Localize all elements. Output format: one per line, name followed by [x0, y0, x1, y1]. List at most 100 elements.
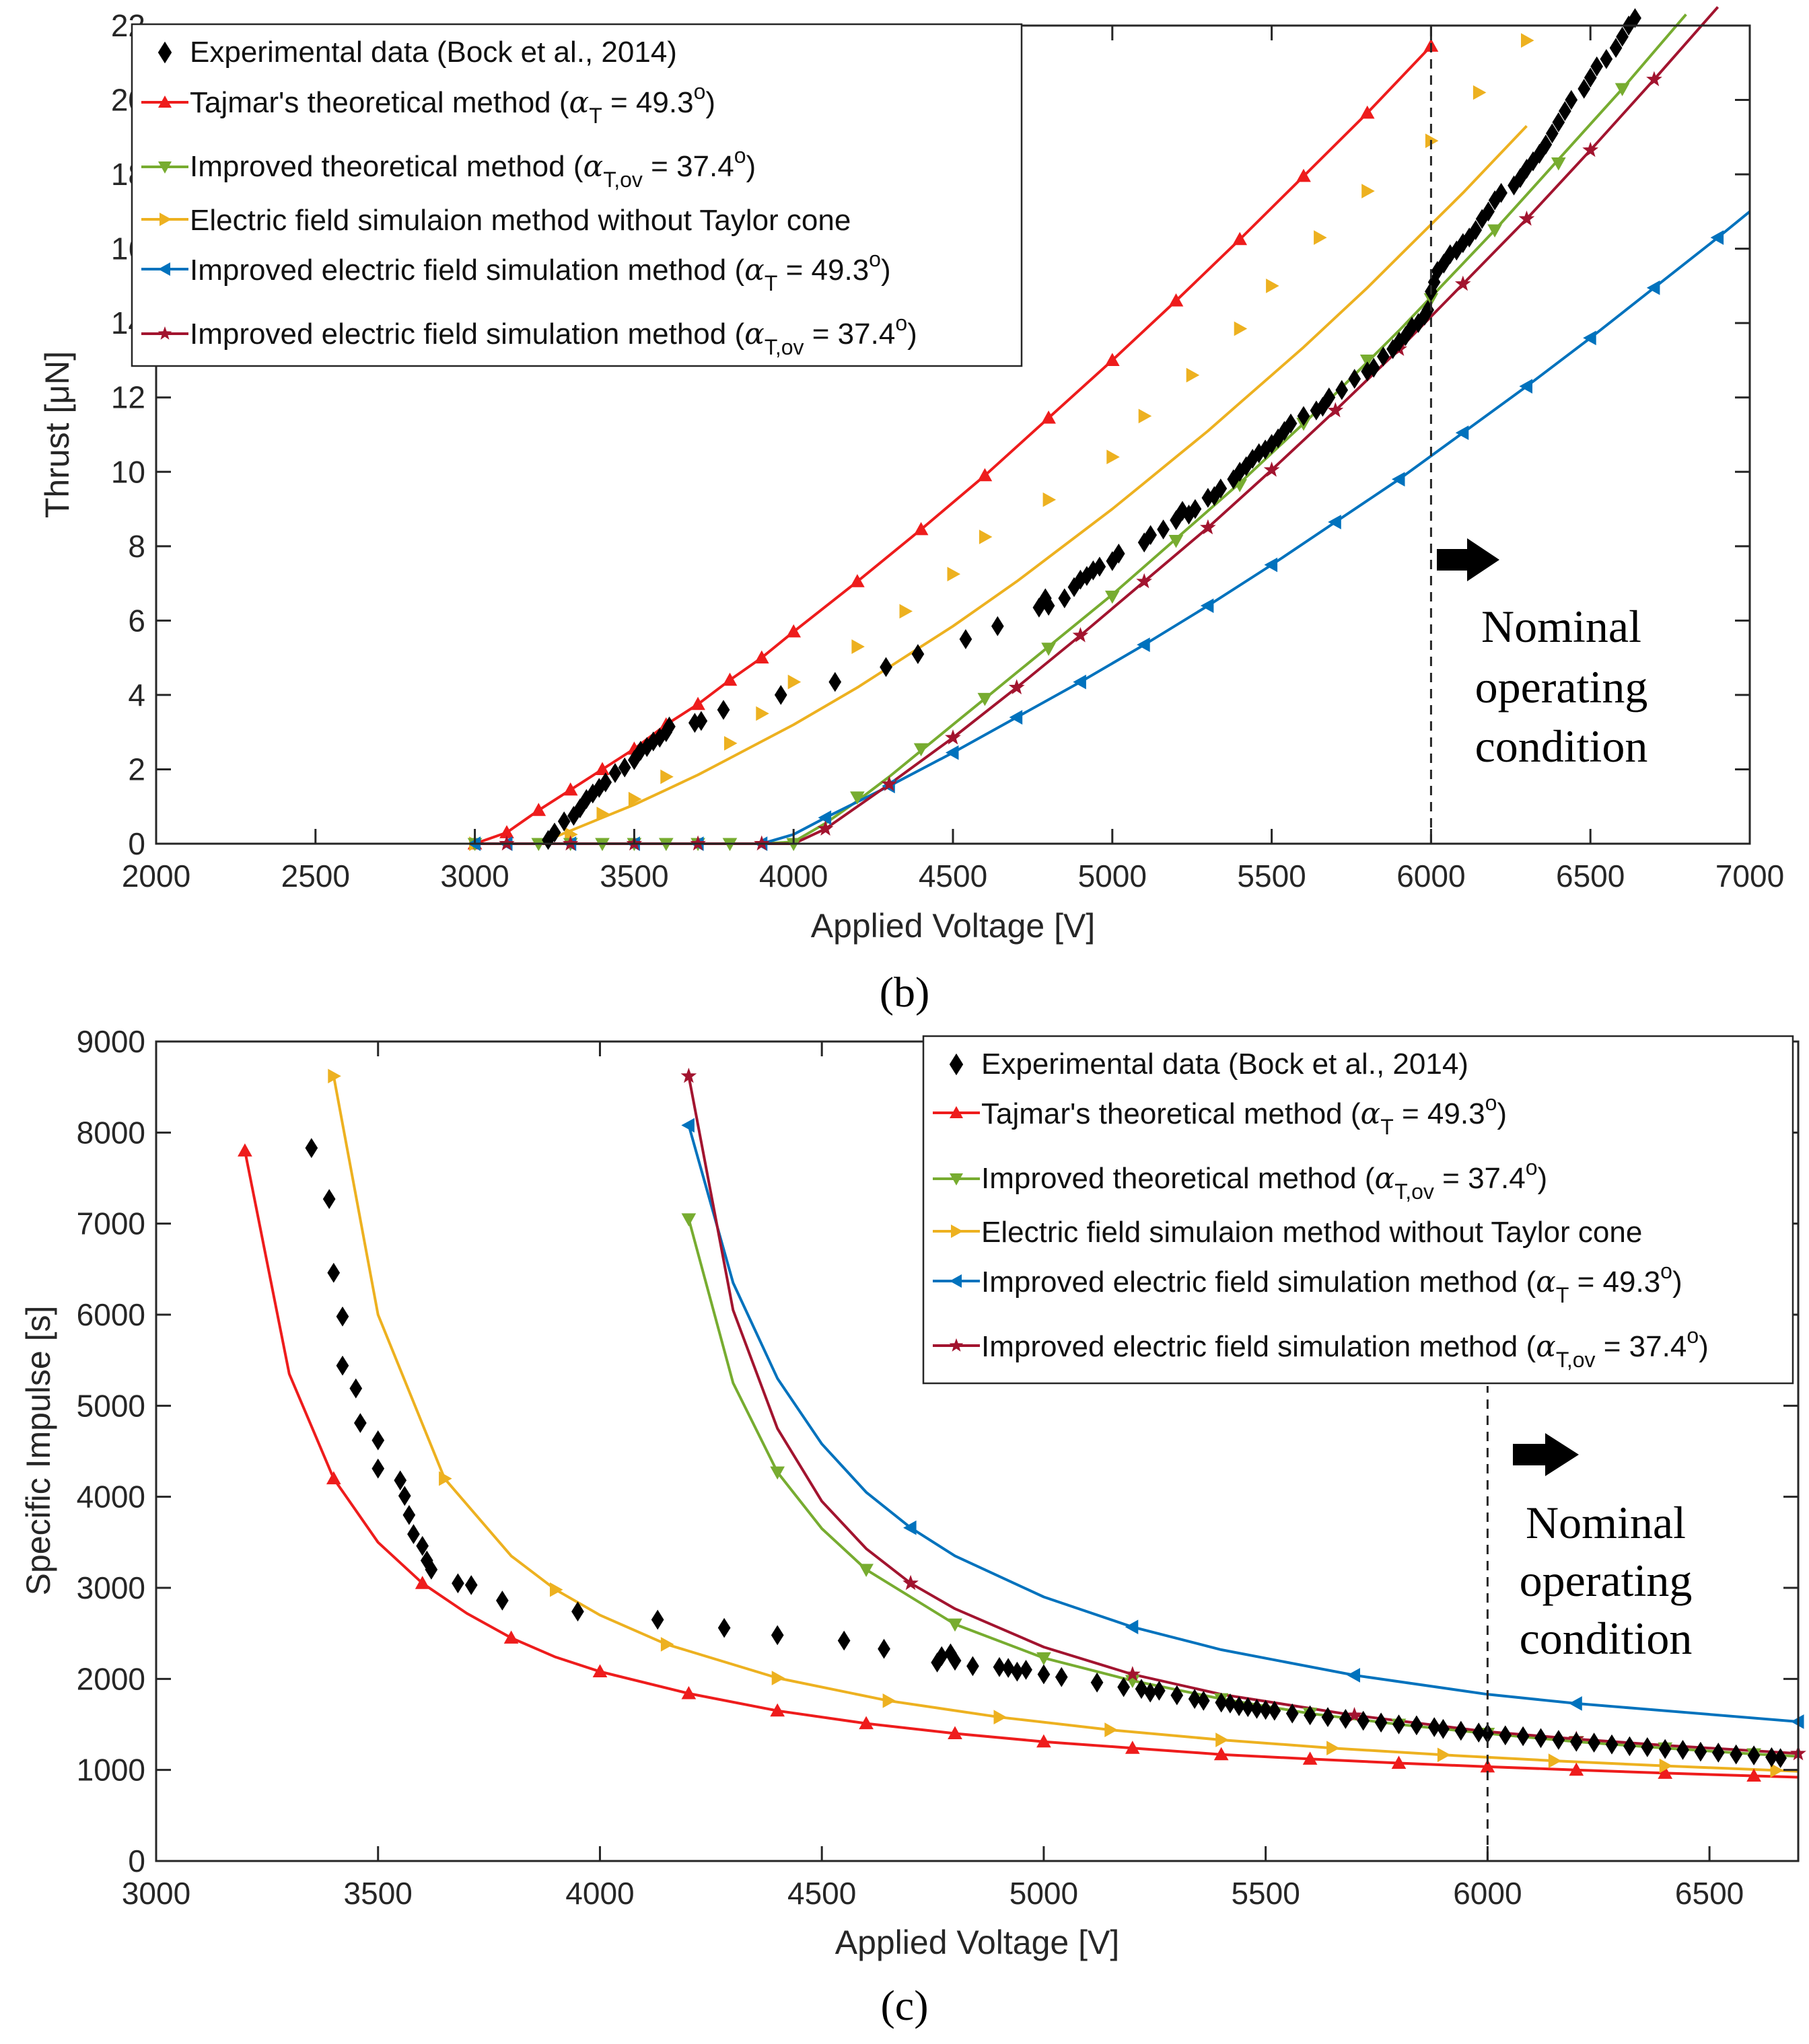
- marker-improved_efield_49: [1710, 230, 1724, 245]
- marker-improved_theoretical: [948, 1618, 962, 1632]
- marker-efield_no_cone: [756, 706, 769, 721]
- legend-marker-efield-no-cone: [159, 213, 172, 226]
- marker-tajmar: [770, 1703, 785, 1717]
- x-tick-label: 5500: [1237, 859, 1306, 893]
- data-point-experimental: [1259, 1700, 1272, 1720]
- data-point-experimental: [1001, 1658, 1015, 1678]
- y-tick-label: 10: [111, 454, 145, 489]
- marker-improved_theoretical: [1104, 590, 1120, 604]
- x-tick-label: 6000: [1453, 1876, 1522, 1911]
- data-point-experimental: [1629, 8, 1641, 28]
- marker-efield_no_cone: [851, 639, 865, 654]
- y-tick-label: 0: [128, 826, 145, 861]
- data-point-experimental: [394, 1470, 407, 1491]
- data-point-experimental: [1020, 1660, 1032, 1680]
- marker-efield_no_cone: [1042, 492, 1057, 507]
- legend-marker-experimental: [157, 41, 172, 64]
- data-point-experimental: [1188, 1689, 1201, 1709]
- data-point-experimental: [1546, 123, 1559, 144]
- data-point-experimental: [911, 644, 925, 664]
- marker-improved_efield_37: [1136, 573, 1153, 589]
- marker-efield_no_cone: [1234, 321, 1248, 336]
- marker-efield_no_cone: [1104, 1722, 1118, 1737]
- marker-efield_no_cone: [1326, 1741, 1340, 1756]
- y-axis-label: Thrust [μN]: [38, 351, 76, 518]
- marker-efield_no_cone: [899, 604, 913, 619]
- x-tick-label: 7000: [1715, 859, 1784, 893]
- data-point-experimental: [416, 1535, 429, 1556]
- legend-entry-experimental: Experimental data (Bock et al., 2014): [157, 36, 677, 69]
- x-tick-label: 3000: [440, 859, 509, 893]
- data-point-experimental: [1278, 421, 1291, 441]
- data-point-experimental: [880, 657, 892, 678]
- data-point-experimental: [948, 1650, 962, 1671]
- marker-tajmar: [1658, 1765, 1673, 1779]
- data-point-experimental: [1437, 1718, 1450, 1739]
- data-point-experimental: [1117, 1677, 1130, 1698]
- legend-entry-tajmar: Tajmar's theoretical method (αT = 49.3o): [141, 79, 715, 128]
- data-point-experimental: [717, 700, 730, 720]
- marker-improved_theoretical: [1487, 224, 1502, 238]
- data-point-experimental: [593, 778, 606, 798]
- annotation-operating: operating: [1475, 661, 1648, 713]
- data-point-experimental: [1011, 1661, 1024, 1682]
- marker-improved_efield_37: [1200, 519, 1216, 535]
- marker-improved_efield_37: [1263, 461, 1280, 477]
- annotation-nominal: Nominal: [1526, 1497, 1686, 1548]
- data-point-experimental: [1367, 357, 1380, 378]
- data-point-experimental: [1514, 168, 1527, 188]
- data-point-experimental: [1569, 1731, 1583, 1752]
- x-tick-label: 6500: [1675, 1876, 1744, 1911]
- legend-marker-experimental: [949, 1053, 964, 1076]
- y-tick-label: 6000: [77, 1297, 145, 1332]
- marker-tajmar: [592, 1664, 608, 1677]
- marker-improved_theoretical: [977, 692, 993, 706]
- marker-improved_efield_49: [1583, 330, 1596, 346]
- marker-improved_efield_49: [681, 1118, 695, 1133]
- data-point-experimental: [1039, 588, 1052, 609]
- legend: Experimental data (Bock et al., 2014) Ta…: [922, 1035, 1794, 1385]
- marker-tajmar: [238, 1143, 252, 1157]
- y-tick-label: 12: [111, 380, 145, 415]
- legend-label-improved-theoretical: Improved theoretical method (αT,ov = 37.…: [190, 143, 756, 192]
- data-point-experimental: [1135, 1679, 1148, 1700]
- x-tick-label: 2000: [122, 859, 190, 893]
- marker-improved_efield_37: [1346, 1707, 1363, 1722]
- data-point-experimental: [1037, 1664, 1051, 1685]
- data-point-experimental: [944, 1643, 957, 1664]
- data-point-experimental: [651, 1609, 664, 1630]
- data-point-experimental: [1310, 400, 1323, 421]
- marker-improved_efield_37: [817, 820, 834, 836]
- marker-improved_theoretical: [850, 791, 865, 805]
- x-tick-label: 2500: [281, 859, 350, 893]
- data-point-experimental: [542, 830, 555, 850]
- data-point-experimental: [1427, 1717, 1441, 1737]
- data-point-experimental: [371, 1458, 385, 1479]
- y-tick-label: 4: [128, 678, 145, 713]
- y-tick-label: 3000: [77, 1570, 145, 1605]
- data-point-experimental: [1374, 1712, 1388, 1733]
- legend-marker-tajmar: [950, 1106, 963, 1118]
- legend: Experimental data (Bock et al., 2014) Ta…: [131, 23, 1023, 367]
- data-point-experimental: [1285, 1703, 1299, 1724]
- data-point-experimental: [931, 1652, 944, 1673]
- data-point-experimental: [402, 1504, 416, 1525]
- data-point-experimental: [1392, 332, 1406, 352]
- data-point-experimental: [1676, 1740, 1689, 1760]
- series-markers: [238, 1067, 1806, 1782]
- marker-tajmar: [1125, 1741, 1140, 1754]
- data-point-experimental: [1080, 566, 1094, 586]
- marker-improved_efield_37: [1008, 679, 1025, 694]
- legend-label-tajmar: Tajmar's theoretical method (αT = 49.3o): [981, 1091, 1507, 1139]
- data-point-experimental: [1534, 1728, 1547, 1749]
- y-tick-label: 0: [128, 1844, 145, 1878]
- annotation-condition: condition: [1520, 1613, 1693, 1664]
- legend-label-efield-no-cone: Electric field simulaion method without …: [190, 204, 851, 237]
- marker-improved_efield_49: [818, 810, 832, 826]
- marker-efield_no_cone: [1437, 1747, 1451, 1763]
- legend-entry-improved-theoretical: Improved theoretical method (αT,ov = 37.…: [933, 1155, 1547, 1204]
- legend-box: [131, 23, 1023, 367]
- legend-label-efield-no-cone: Electric field simulaion method without …: [981, 1216, 1642, 1249]
- legend-entry-improved-efield-37: Improved electric field simulation metho…: [141, 311, 917, 359]
- data-point-experimental: [1153, 1681, 1166, 1701]
